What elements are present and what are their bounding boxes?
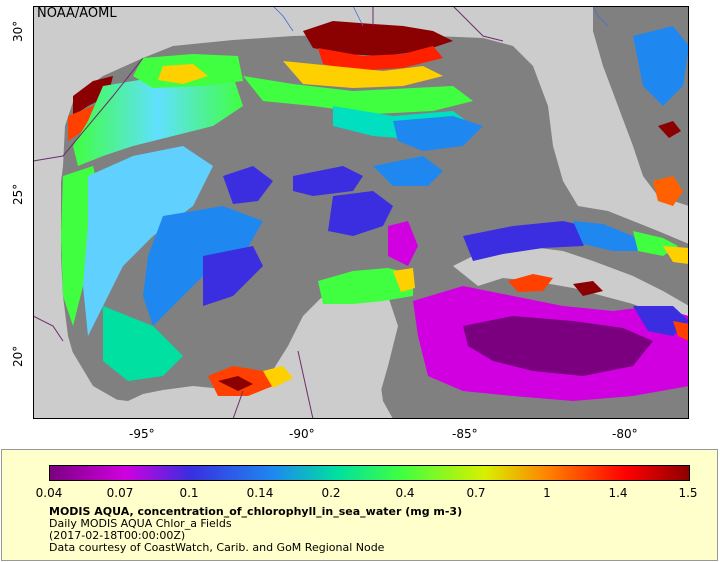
map-canvas — [33, 6, 689, 419]
colorbar-label: 0.1 — [179, 486, 199, 500]
colorbar-label: 0.7 — [466, 486, 486, 500]
y-tick-label: 20° — [11, 345, 25, 367]
variable-title: MODIS AQUA, concentration_of_chlorophyll… — [49, 505, 463, 518]
x-tick-label: -95° — [129, 427, 155, 441]
cuba-land — [453, 246, 689, 324]
date-line: (2017-02-18T00:00:00Z) — [49, 529, 186, 542]
yucatan-land — [283, 291, 398, 419]
colorbar-label: 1 — [543, 486, 551, 500]
colorbar-label: 1.4 — [608, 486, 628, 500]
x-tick-label: -90° — [289, 427, 315, 441]
colorbar-label: 0.07 — [106, 486, 134, 500]
chlorophyll-map: NOAA/AOML — [33, 6, 689, 419]
colorbar — [49, 465, 690, 481]
colorbar-label: 0.2 — [321, 486, 341, 500]
courtesy-line: Data courtesy of CoastWatch, Carib. and … — [49, 541, 385, 554]
colorbar-label: 0.04 — [35, 486, 63, 500]
colorbar-label: 0.4 — [395, 486, 415, 500]
colorbar-label: 1.5 — [678, 486, 698, 500]
colorbar-label: 0.14 — [246, 486, 274, 500]
florida-land — [513, 26, 638, 211]
product-line: Daily MODIS AQUA Chlor_a Fields — [49, 517, 232, 530]
y-tick-label: 30° — [11, 20, 25, 42]
x-tick-label: -85° — [452, 427, 478, 441]
y-tick-label: 25° — [11, 183, 25, 205]
x-tick-label: -80° — [612, 427, 638, 441]
legend-panel: 0.04 0.07 0.1 0.14 0.2 0.4 0.7 1 1.4 1.5… — [1, 449, 718, 561]
credit-label: NOAA/AOML — [37, 6, 117, 21]
